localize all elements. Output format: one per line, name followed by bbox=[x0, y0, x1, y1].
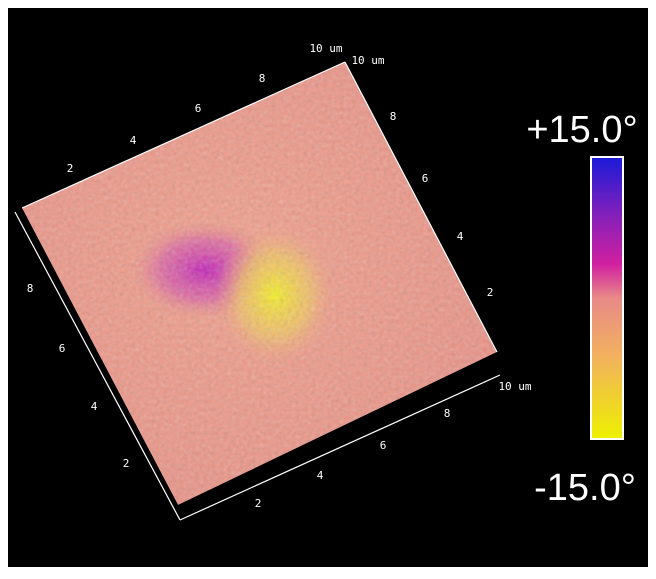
axis-label: 2 bbox=[123, 457, 130, 470]
axis-label: 10 um bbox=[351, 54, 384, 67]
axis-label: 10 um bbox=[309, 42, 342, 55]
axis-label: 2 bbox=[255, 497, 262, 510]
axis-label: 8 bbox=[444, 407, 451, 420]
axis-label: 4 bbox=[91, 400, 98, 413]
axis-label: 10 um bbox=[498, 380, 531, 393]
axis-label: 4 bbox=[130, 134, 137, 147]
axis-label: 6 bbox=[195, 102, 202, 115]
axis-label: 4 bbox=[317, 469, 324, 482]
axis-label: 2 bbox=[67, 162, 74, 175]
colorbar-min: -15.0° bbox=[534, 467, 636, 509]
axis-label: 2 bbox=[487, 286, 494, 299]
axis-label: 8 bbox=[27, 282, 34, 295]
axis-label: 6 bbox=[380, 439, 387, 452]
axis-label: 8 bbox=[259, 72, 266, 85]
axis-label: 6 bbox=[422, 172, 429, 185]
colorbar-max: +15.0° bbox=[526, 109, 637, 151]
afm-image: +15.0° -15.0° 2 4 6 8 10 um 10 um 8 6 4 2 8 6 4 2 2 4 6 8… bbox=[0, 0, 656, 575]
axis-label: 8 bbox=[390, 110, 397, 123]
colorbar bbox=[591, 157, 623, 439]
axis-label: 4 bbox=[457, 230, 464, 243]
axis-label: 6 bbox=[59, 342, 66, 355]
